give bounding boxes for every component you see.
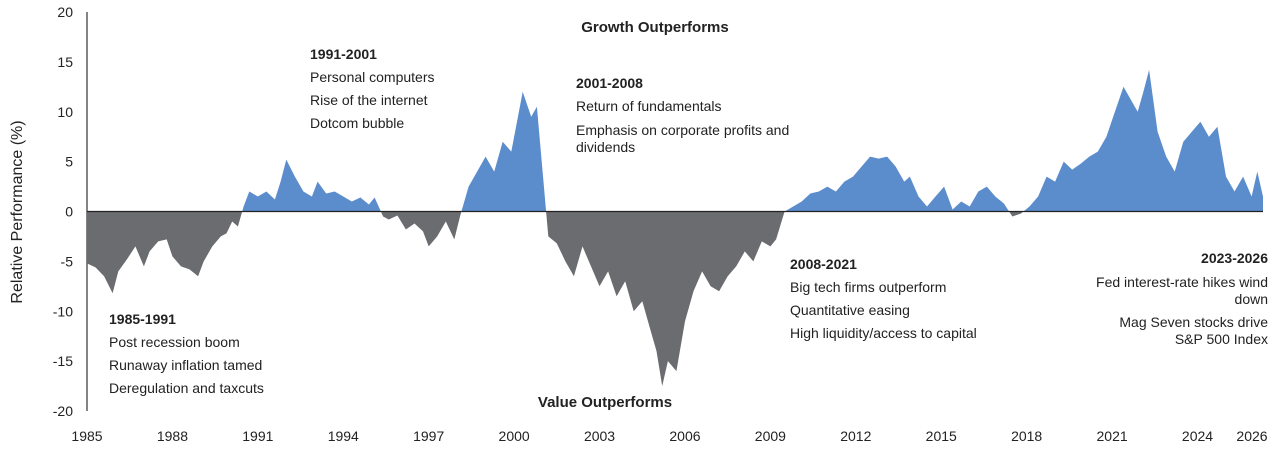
value-outperforms-area: [87, 211, 1263, 387]
y-axis-title: Relative Performance (%): [9, 120, 26, 303]
annotation-2023-2026: 2023-2026 Fed interest-rate hikes wind d…: [1088, 247, 1268, 348]
x-tick-label: 2026: [1236, 428, 1267, 444]
y-tick-label: -10: [53, 303, 73, 319]
y-tick-label: -20: [53, 403, 73, 419]
annotation-line: Big tech firms outperform: [790, 279, 947, 295]
y-tick-label: 10: [57, 104, 73, 120]
annotation-title: 1991-2001: [310, 46, 377, 62]
x-tick-label: 2009: [755, 428, 786, 444]
x-tick-label: 1991: [242, 428, 273, 444]
x-tick-label: 2003: [584, 428, 615, 444]
area-series: [87, 69, 1263, 387]
x-tick-label: 2015: [926, 428, 957, 444]
annotation-line: Rise of the internet: [310, 92, 428, 108]
x-axis: 1985 1988 1991 1994 1997 2000 2003 2006 2009 2012…: [71, 428, 1267, 444]
y-tick-label: -5: [61, 253, 74, 269]
x-tick-label: 2024: [1182, 428, 1213, 444]
y-tick-label: 5: [65, 154, 73, 170]
annotation-title: 1985-1991: [109, 311, 176, 327]
annotation-1991-2001: 1991-2001 Personal computers Rise of the…: [310, 43, 435, 135]
annotation-line: Emphasis on corporate profits and divide…: [576, 122, 790, 155]
x-tick-label: 1997: [413, 428, 444, 444]
x-tick-label: 2021: [1097, 428, 1128, 444]
growth-outperforms-area: [87, 69, 1263, 212]
y-tick-label: -15: [53, 353, 73, 369]
value-outperforms-label: Value Outperforms: [538, 394, 672, 411]
annotation-line: Fed interest-rate hikes wind down: [1096, 274, 1268, 307]
annotation-title: 2001-2008: [576, 75, 643, 91]
x-tick-label: 1988: [157, 428, 188, 444]
growth-outperforms-label: Growth Outperforms: [581, 19, 729, 36]
x-tick-label: 2018: [1011, 428, 1042, 444]
annotation-title: 2023-2026: [1201, 250, 1268, 266]
annotation-line: Deregulation and taxcuts: [109, 380, 264, 396]
annotation-title: 2008-2021: [790, 256, 857, 272]
x-tick-label: 1985: [71, 428, 102, 444]
annotation-line: Post recession boom: [109, 334, 240, 350]
annotation-1985-1991: 1985-1991 Post recession boom Runaway in…: [109, 308, 264, 400]
annotation-line: Personal computers: [310, 69, 435, 85]
x-tick-label: 2000: [499, 428, 530, 444]
annotation-2001-2008: 2001-2008 Return of fundamentals Emphasi…: [576, 72, 796, 156]
y-tick-label: 20: [57, 4, 73, 20]
x-tick-label: 2006: [669, 428, 700, 444]
y-tick-label: 0: [65, 204, 73, 220]
x-tick-label: 1994: [328, 428, 359, 444]
x-tick-label: 2012: [840, 428, 871, 444]
annotation-line: Mag Seven stocks drive S&P 500 Index: [1119, 314, 1268, 347]
annotation-line: High liquidity/access to capital: [790, 325, 977, 341]
y-axis: 20 15 10 5 0 -5 -10 -15 -20: [53, 4, 88, 419]
y-tick-label: 15: [57, 54, 73, 70]
annotation-line: Quantitative easing: [790, 302, 910, 318]
annotation-line: Dotcom bubble: [310, 115, 405, 131]
annotation-line: Return of fundamentals: [576, 98, 722, 114]
annotation-2008-2021: 2008-2021 Big tech firms outperform Quan…: [790, 253, 977, 345]
annotation-line: Runaway inflation tamed: [109, 357, 263, 373]
